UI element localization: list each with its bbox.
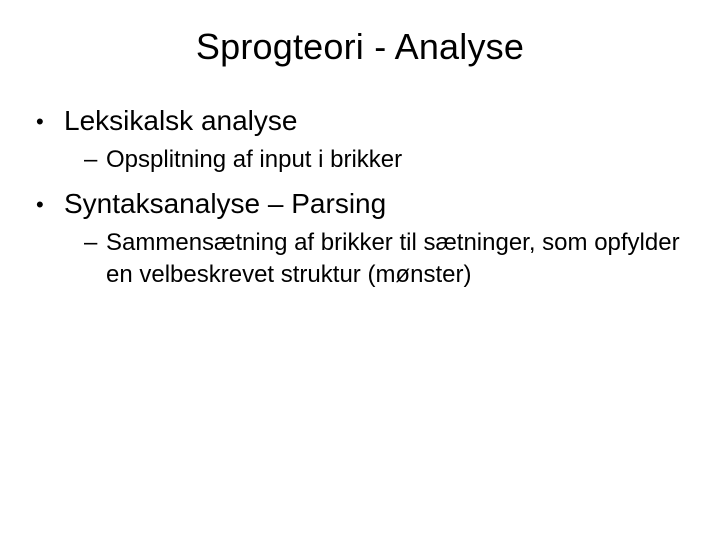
dash-icon: – bbox=[84, 144, 106, 176]
sub-list: – Opsplitning af input i brikker bbox=[36, 144, 684, 176]
bullet-icon: • bbox=[36, 190, 64, 220]
slide: Sprogteori - Analyse • Leksikalsk analys… bbox=[0, 0, 720, 540]
bullet-icon: • bbox=[36, 107, 64, 137]
list-item: – Sammensætning af brikker til sætninger… bbox=[84, 227, 684, 290]
bullet-list: • Leksikalsk analyse – Opsplitning af in… bbox=[36, 102, 684, 291]
dash-icon: – bbox=[84, 227, 106, 259]
list-item-label: Leksikalsk analyse bbox=[64, 102, 684, 140]
slide-title: Sprogteori - Analyse bbox=[36, 26, 684, 68]
list-item-label: Opsplitning af input i brikker bbox=[106, 144, 684, 176]
list-item-label: Syntaksanalyse – Parsing bbox=[64, 185, 684, 223]
list-item: • Syntaksanalyse – Parsing – Sammensætni… bbox=[36, 185, 684, 290]
list-item: – Opsplitning af input i brikker bbox=[84, 144, 684, 176]
sub-list: – Sammensætning af brikker til sætninger… bbox=[36, 227, 684, 290]
list-item-label: Sammensætning af brikker til sætninger, … bbox=[106, 227, 684, 290]
list-item: • Leksikalsk analyse – Opsplitning af in… bbox=[36, 102, 684, 175]
